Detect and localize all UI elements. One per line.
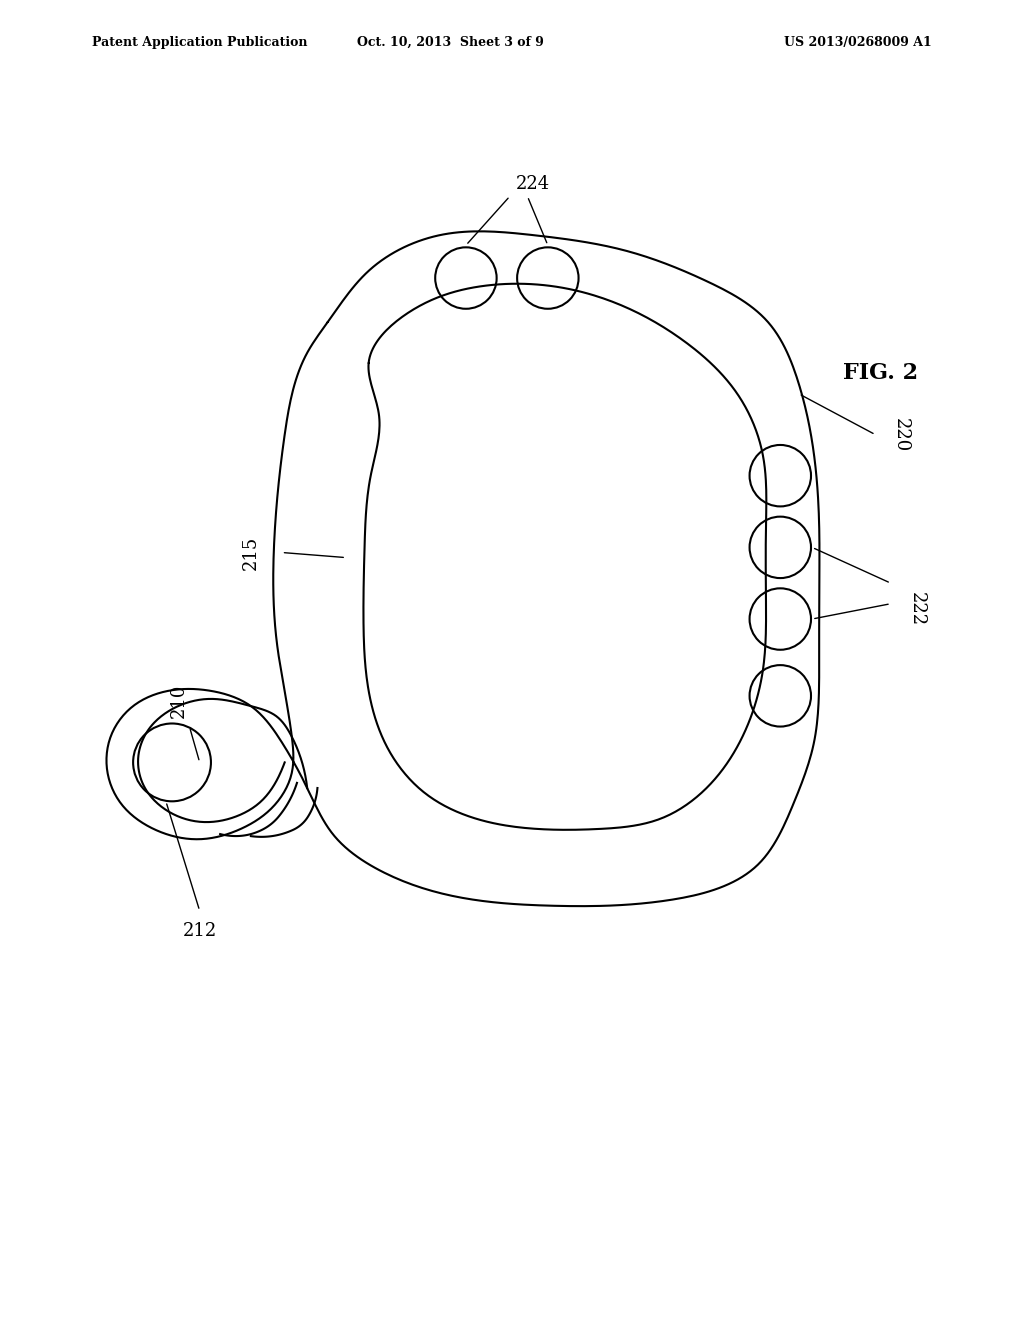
Text: Oct. 10, 2013  Sheet 3 of 9: Oct. 10, 2013 Sheet 3 of 9 [357,36,544,49]
Text: FIG. 2: FIG. 2 [843,362,919,384]
Text: 220: 220 [892,417,910,451]
Text: 210: 210 [170,684,188,718]
Text: 224: 224 [515,174,550,193]
Text: Patent Application Publication: Patent Application Publication [92,36,307,49]
Text: US 2013/0268009 A1: US 2013/0268009 A1 [784,36,932,49]
Text: 215: 215 [242,536,260,570]
Text: 212: 212 [182,923,217,940]
Text: 222: 222 [907,591,926,626]
